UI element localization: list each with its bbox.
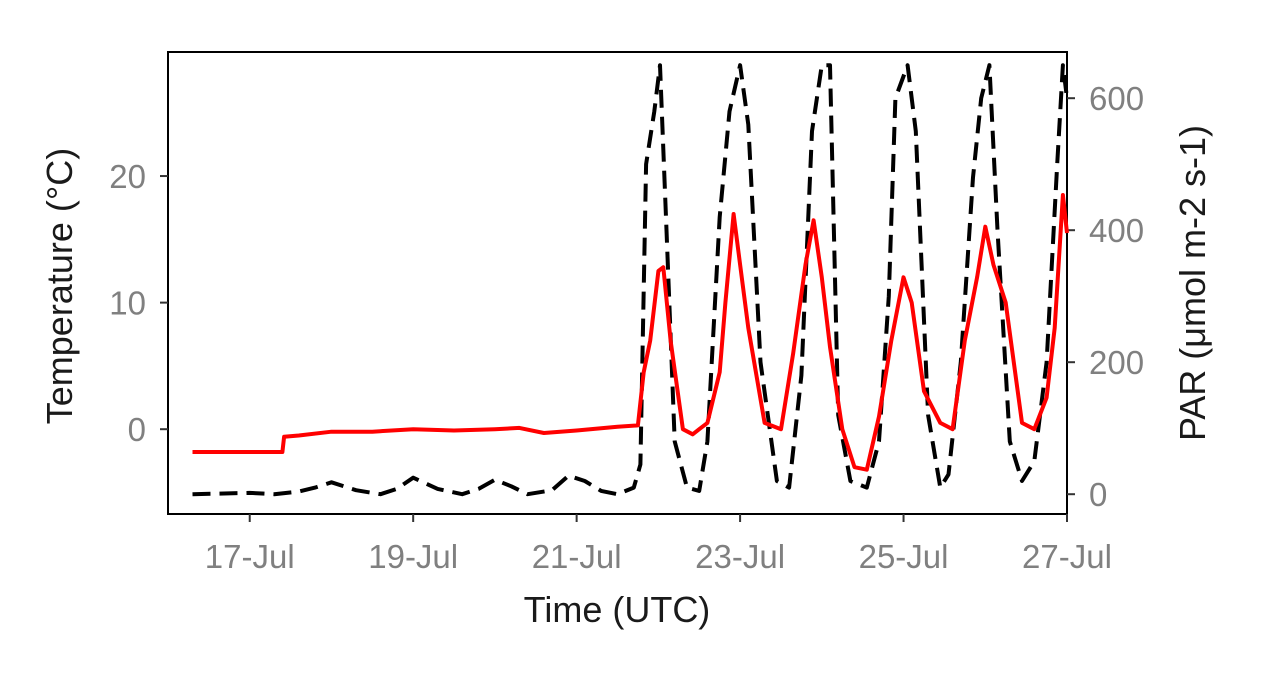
x-axis-title: Time (UTC) xyxy=(524,589,711,630)
x-tick-label: 25-Jul xyxy=(859,538,949,575)
x-tick-label: 19-Jul xyxy=(368,538,458,575)
y-right-tick-label: 600 xyxy=(1089,80,1144,117)
x-tick-label: 21-Jul xyxy=(532,538,622,575)
temperature-series-line xyxy=(192,193,1069,472)
x-tick-label: 27-Jul xyxy=(1022,538,1112,575)
y-left-tick-label: 0 xyxy=(128,411,146,448)
x-tick-label: 23-Jul xyxy=(695,538,785,575)
par-series-line xyxy=(192,63,1069,497)
y-axis-right-title: PAR (μmol m-2 s-1) xyxy=(1172,125,1213,441)
y-right-tick-label: 400 xyxy=(1089,212,1144,249)
y-left-tick-label: 10 xyxy=(109,285,146,322)
y-right-tick-label: 0 xyxy=(1089,476,1107,513)
x-tick-label: 17-Jul xyxy=(205,538,295,575)
y-axis-left-title: Temperature (°C) xyxy=(39,148,80,424)
y-right-tick-label: 200 xyxy=(1089,344,1144,381)
x-axis: 17-Jul 19-Jul 21-Jul 23-Jul 25-Jul 27-Jul xyxy=(205,514,1112,575)
series-layer xyxy=(192,63,1069,497)
right-axis: 0 200 400 600 xyxy=(1067,80,1144,513)
y-left-tick-label: 20 xyxy=(109,158,146,195)
left-axis: 0 10 20 xyxy=(109,158,168,448)
